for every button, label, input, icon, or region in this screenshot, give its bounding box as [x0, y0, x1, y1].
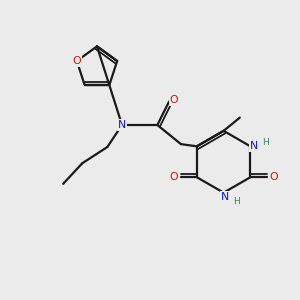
Text: N: N	[250, 141, 258, 151]
Text: N: N	[221, 192, 229, 202]
Text: H: H	[233, 197, 240, 206]
Text: O: O	[169, 172, 178, 182]
Text: O: O	[170, 95, 178, 105]
Text: N: N	[118, 120, 126, 130]
Text: O: O	[73, 56, 81, 66]
Text: H: H	[262, 138, 269, 147]
Text: O: O	[269, 172, 278, 182]
